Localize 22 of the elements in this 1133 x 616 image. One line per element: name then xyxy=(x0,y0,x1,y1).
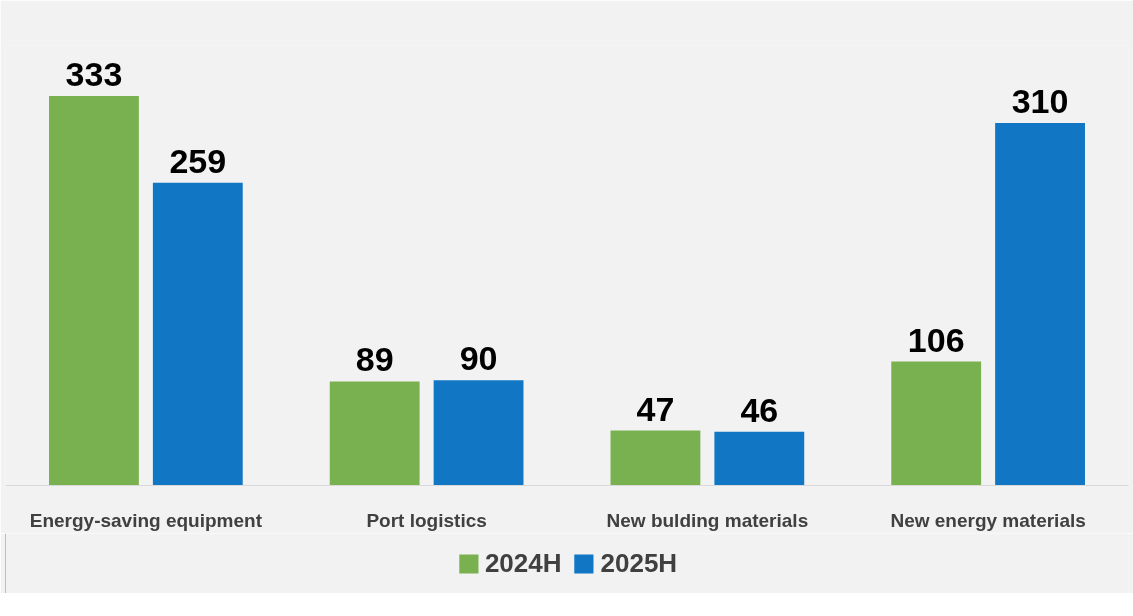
legend-label: 2025H xyxy=(600,547,678,579)
bar xyxy=(433,380,524,486)
x-tick-label: New bulding materials xyxy=(606,509,809,531)
x-tick-label: Energy-saving equipment xyxy=(29,509,263,531)
bar xyxy=(610,430,701,486)
data-label: 333 xyxy=(65,55,123,94)
x-tick-label: Port logistics xyxy=(366,509,487,531)
data-label: 90 xyxy=(459,339,498,378)
bar xyxy=(891,361,982,486)
bar xyxy=(329,381,420,486)
data-label: 106 xyxy=(907,320,965,359)
data-label: 259 xyxy=(169,141,227,180)
data-label: 46 xyxy=(740,390,779,429)
bar xyxy=(49,96,139,486)
bar xyxy=(152,182,243,486)
bar xyxy=(995,123,1085,486)
legend-label: 2024H xyxy=(484,547,562,579)
x-tick-label: New energy materials xyxy=(890,509,1086,531)
data-label: 89 xyxy=(355,340,394,379)
data-label: 310 xyxy=(1011,82,1069,121)
data-label: 47 xyxy=(636,389,675,428)
bar xyxy=(714,431,805,486)
